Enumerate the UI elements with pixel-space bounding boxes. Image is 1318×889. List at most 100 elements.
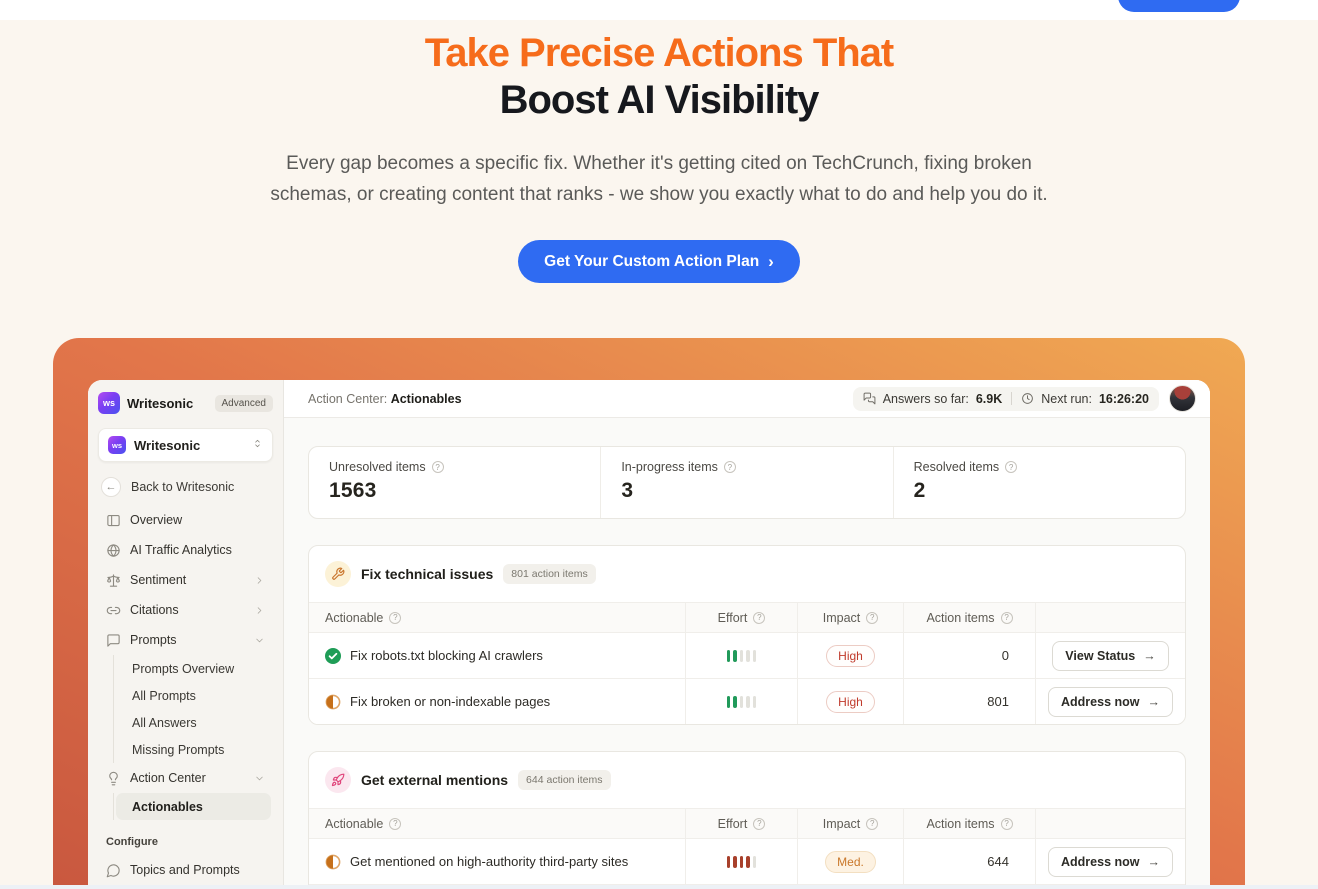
view-status-button[interactable]: View Status — [1052, 640, 1169, 671]
get-action-plan-button[interactable]: Get Your Custom Action Plan — [518, 240, 800, 283]
sidebar-item-label: AI Traffic Analytics — [130, 543, 232, 557]
table-header-row: Actionable Effort Impact Action items — [309, 602, 1185, 632]
answers-chat-icon — [863, 392, 876, 405]
impact-badge: High — [826, 644, 875, 667]
sub-item-label: Prompts Overview — [132, 661, 235, 676]
hero-subtitle-line2: schemas, or creating content that ranks … — [270, 184, 1048, 205]
sidebar-item-sentiment[interactable]: Sentiment — [98, 565, 273, 595]
sidebar-item-label: Prompts — [130, 633, 177, 647]
selector-icon — [252, 438, 263, 452]
user-avatar[interactable] — [1169, 385, 1196, 412]
sidebar-item-actionables[interactable]: Actionables — [116, 793, 271, 820]
arrow-left-icon — [101, 477, 121, 497]
scales-icon — [106, 573, 121, 588]
impact-badge: High — [826, 690, 875, 713]
help-icon[interactable] — [866, 817, 879, 830]
help-icon[interactable] — [389, 611, 402, 624]
sidebar-item-all-prompts[interactable]: All Prompts — [114, 682, 273, 709]
dashboard-panel: ws Writesonic Advanced ws Writesonic Bac… — [88, 380, 1210, 885]
help-icon[interactable] — [1000, 817, 1013, 830]
help-icon[interactable] — [753, 611, 766, 624]
col-effort: Effort — [717, 610, 748, 625]
section-header: Fix technical issues 801 action items — [309, 546, 1185, 602]
help-icon[interactable] — [1005, 461, 1018, 473]
chevron-right-icon — [768, 252, 774, 272]
globe-icon — [106, 543, 121, 558]
help-icon[interactable] — [389, 817, 402, 830]
workspace-logo-icon: ws — [108, 436, 126, 454]
effort-meter — [685, 679, 797, 724]
overview-icon — [106, 513, 121, 528]
sub-item-label: Missing Prompts — [132, 742, 225, 757]
action-items-count: 644 — [903, 839, 1035, 884]
brand-row: ws Writesonic Advanced — [98, 390, 273, 416]
chevron-down-icon — [254, 773, 265, 784]
sidebar-item-label: Action Center — [130, 771, 206, 785]
chevron-right-icon — [254, 575, 265, 586]
stat-label: Unresolved items — [329, 460, 426, 474]
back-to-writesonic-link[interactable]: Back to Writesonic — [101, 477, 270, 497]
sidebar-item-overview[interactable]: Overview — [98, 505, 273, 535]
table-row: Fix robots.txt blocking AI crawlers High… — [309, 632, 1185, 678]
next-run-value: 16:26:20 — [1098, 391, 1149, 406]
site-header — [0, 0, 1318, 20]
col-action-items: Action items — [926, 816, 995, 831]
stat-value: 1563 — [329, 479, 377, 502]
run-status-pill: Answers so far: 6.9K Next run: 16:26:20 — [852, 386, 1159, 411]
chevron-right-icon — [254, 605, 265, 616]
stat-value: 2 — [913, 479, 926, 502]
help-icon[interactable] — [1000, 611, 1013, 624]
help-icon[interactable] — [723, 461, 736, 473]
wrench-icon — [325, 561, 351, 587]
clock-icon — [1021, 392, 1034, 405]
status-in-progress-icon — [325, 854, 341, 870]
sidebar-item-all-answers[interactable]: All Answers — [114, 709, 273, 736]
arrow-right-icon — [1148, 855, 1161, 869]
col-actionable: Actionable — [325, 816, 384, 831]
topbar-right: Answers so far: 6.9K Next run: 16:26:20 — [852, 385, 1196, 412]
message-circle-icon — [106, 863, 121, 878]
sidebar-item-action-center[interactable]: Action Center — [98, 763, 273, 793]
sidebar-item-prompts-overview[interactable]: Prompts Overview — [114, 655, 273, 682]
workspace-selector[interactable]: ws Writesonic — [98, 428, 273, 462]
sidebar: ws Writesonic Advanced ws Writesonic Bac… — [88, 380, 284, 885]
sidebar-item-topics-and-prompts[interactable]: Topics and Prompts — [98, 855, 273, 885]
back-label: Back to Writesonic — [131, 480, 235, 494]
impact-badge: Med. — [825, 850, 876, 873]
header-cta-button[interactable] — [1118, 0, 1240, 12]
page-title-line2: Boost AI Visibility — [499, 78, 820, 122]
help-icon[interactable] — [753, 817, 766, 830]
sidebar-item-ai-traffic-analytics[interactable]: AI Traffic Analytics — [98, 535, 273, 565]
arrow-right-icon — [1143, 649, 1156, 663]
action-items-badge: 801 action items — [503, 564, 596, 584]
get-action-plan-label: Get Your Custom Action Plan — [544, 252, 760, 270]
sub-item-label: All Prompts — [132, 688, 196, 703]
sidebar-item-missing-prompts[interactable]: Missing Prompts — [114, 736, 273, 763]
section-title: Get external mentions — [361, 772, 509, 788]
sidebar-item-prompts[interactable]: Prompts — [98, 625, 273, 655]
sidebar-item-citations[interactable]: Citations — [98, 595, 273, 625]
status-in-progress-icon — [325, 694, 341, 710]
sub-item-label: All Answers — [132, 715, 197, 730]
actionable-title: Fix broken or non-indexable pages — [350, 694, 551, 709]
stats-card: Unresolved items 1563 In-progress items … — [308, 446, 1186, 519]
chevron-down-icon — [254, 635, 265, 646]
stat-unresolved: Unresolved items 1563 — [309, 447, 600, 518]
action-items-badge: 644 action items — [518, 770, 611, 790]
actionable-title: Fix robots.txt blocking AI crawlers — [350, 648, 543, 663]
address-now-button[interactable]: Address now — [1048, 846, 1173, 877]
stat-label: Resolved items — [913, 460, 1000, 474]
address-now-button[interactable]: Address now — [1048, 686, 1173, 717]
sidebar-item-label: Sentiment — [130, 573, 187, 587]
actionable-title: Get mentioned on high-authority third-pa… — [350, 854, 629, 869]
page-bottom-edge — [0, 885, 1318, 889]
action-center-sublist: Actionables — [113, 793, 273, 820]
stat-resolved: Resolved items 2 — [892, 447, 1185, 518]
configure-section-label: Configure — [106, 836, 158, 848]
help-icon[interactable] — [431, 461, 444, 473]
sidebar-item-label: Citations — [130, 603, 179, 617]
help-icon[interactable] — [866, 611, 879, 624]
col-effort: Effort — [717, 816, 748, 831]
prompts-sublist: Prompts Overview All Prompts All Answers… — [113, 655, 273, 763]
rocket-icon — [325, 767, 351, 793]
